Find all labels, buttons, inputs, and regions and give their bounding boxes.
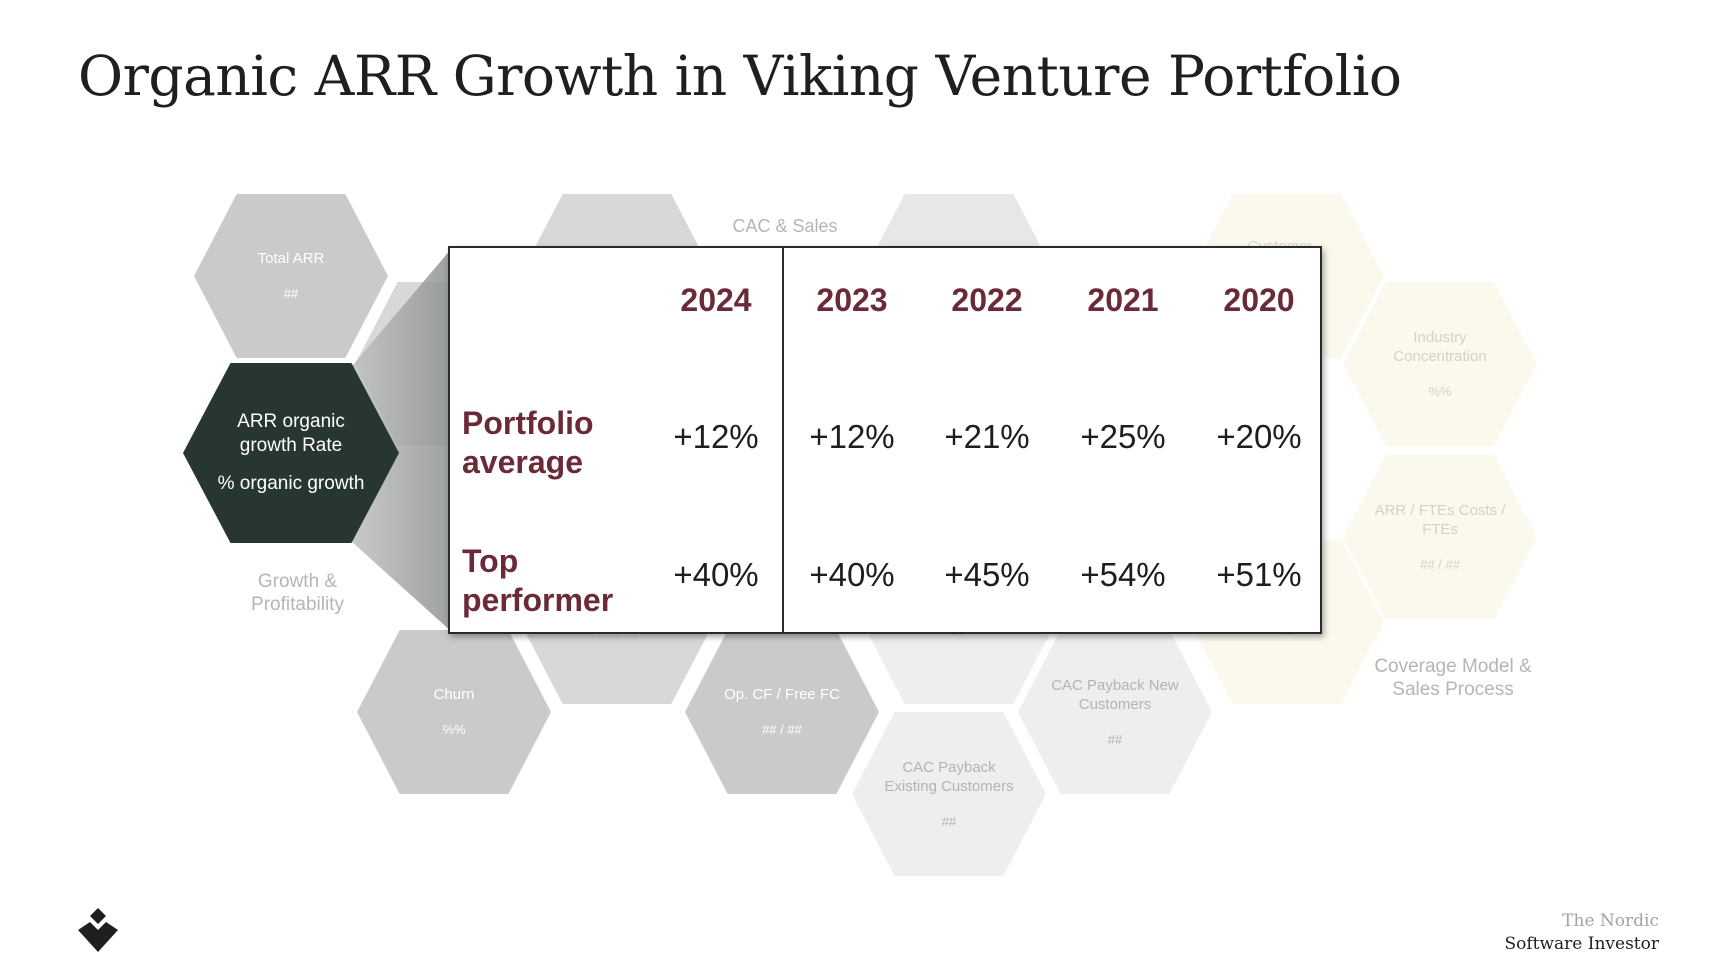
brand-line-2: Software Investor [1504, 934, 1659, 954]
portfolio-average-2022: +21% [944, 418, 1030, 455]
hex-cac-new-value: ## [1107, 731, 1123, 747]
hex-op-cf-value: ## / ## [762, 722, 802, 737]
brand-wordmark: The Nordic Software Investor [1504, 910, 1659, 956]
brand-line-1: The Nordic [1562, 911, 1659, 931]
hex-op-cf-label: Op. CF / Free FC [724, 686, 840, 703]
category-coverage: Coverage Model & Sales Process [1374, 656, 1532, 700]
year-header-2022: 2022 [951, 282, 1023, 318]
top-performer-2022: +45% [944, 556, 1030, 593]
hex-arr-ftes[interactable]: ARR / FTEs Costs / FTEs ## / ## [1343, 455, 1537, 619]
hex-arr-organic-growth[interactable]: ARR organic growth Rate % organic growth [183, 363, 399, 543]
top-performer-2023: +40% [809, 556, 895, 593]
year-header-2020: 2020 [1223, 282, 1295, 318]
row-label-top-performer: Top performer [462, 543, 614, 618]
logo-icon [78, 908, 118, 952]
hex-industry-value: %% [1428, 383, 1452, 399]
year-header-2023: 2023 [816, 282, 888, 318]
hex-total-arr[interactable]: Total ARR ## [194, 194, 388, 358]
top-performer-2020: +51% [1216, 556, 1302, 593]
hex-cac-new[interactable]: CAC Payback New Customers ## [1018, 630, 1212, 794]
growth-table-card: 2024 2023 2022 2021 2020 Portfolio average T… [448, 246, 1322, 634]
category-growth: Growth & Profitability [251, 571, 344, 615]
portfolio-average-2020: +20% [1216, 418, 1302, 455]
hex-industry-concentration[interactable]: Industry Concentration %% [1343, 282, 1537, 446]
hex-total-arr-label: Total ARR [257, 250, 325, 267]
hex-cac-existing[interactable]: CAC Payback Existing Customers ## [852, 712, 1046, 876]
hex-churn-value: %% [442, 722, 466, 737]
portfolio-average-2021: +25% [1080, 418, 1166, 455]
hex-industry-label: Industry Concentration [1393, 328, 1487, 365]
page-title: Organic ARR Growth in Viking Venture Por… [78, 44, 1402, 108]
hex-arr-ftes-label: ARR / FTEs Costs / FTEs [1374, 501, 1506, 538]
hex-arr-organic-value: % organic growth [217, 473, 365, 494]
hex-churn-label: Churn [433, 686, 475, 703]
table-divider [782, 248, 784, 632]
category-cac: CAC & Sales Efficiency [732, 216, 838, 240]
hex-cac-existing-value: ## [941, 813, 957, 829]
hex-cac-new-label: CAC Payback New Customers [1051, 676, 1179, 713]
year-header-2024: 2024 [680, 282, 752, 318]
hex-churn[interactable]: Churn %% [357, 630, 551, 794]
category-customer: Customer [1247, 238, 1313, 248]
hex-arr-organic-label: ARR organic growth Rate [237, 411, 345, 456]
row-label-portfolio-average: Portfolio average [462, 405, 594, 480]
portfolio-average-2024: +12% [673, 418, 759, 455]
hex-total-arr-value: ## [283, 286, 299, 301]
hex-op-cf[interactable]: Op. CF / Free FC ## / ## [685, 630, 879, 794]
hex-cac-existing-label: CAC Payback Existing Customers [884, 758, 1014, 795]
portfolio-average-2023: +12% [809, 418, 895, 455]
top-performer-2021: +54% [1080, 556, 1166, 593]
top-performer-2024: +40% [673, 556, 759, 593]
year-header-2021: 2021 [1087, 282, 1159, 318]
hex-arr-ftes-value: ## / ## [1420, 556, 1460, 572]
